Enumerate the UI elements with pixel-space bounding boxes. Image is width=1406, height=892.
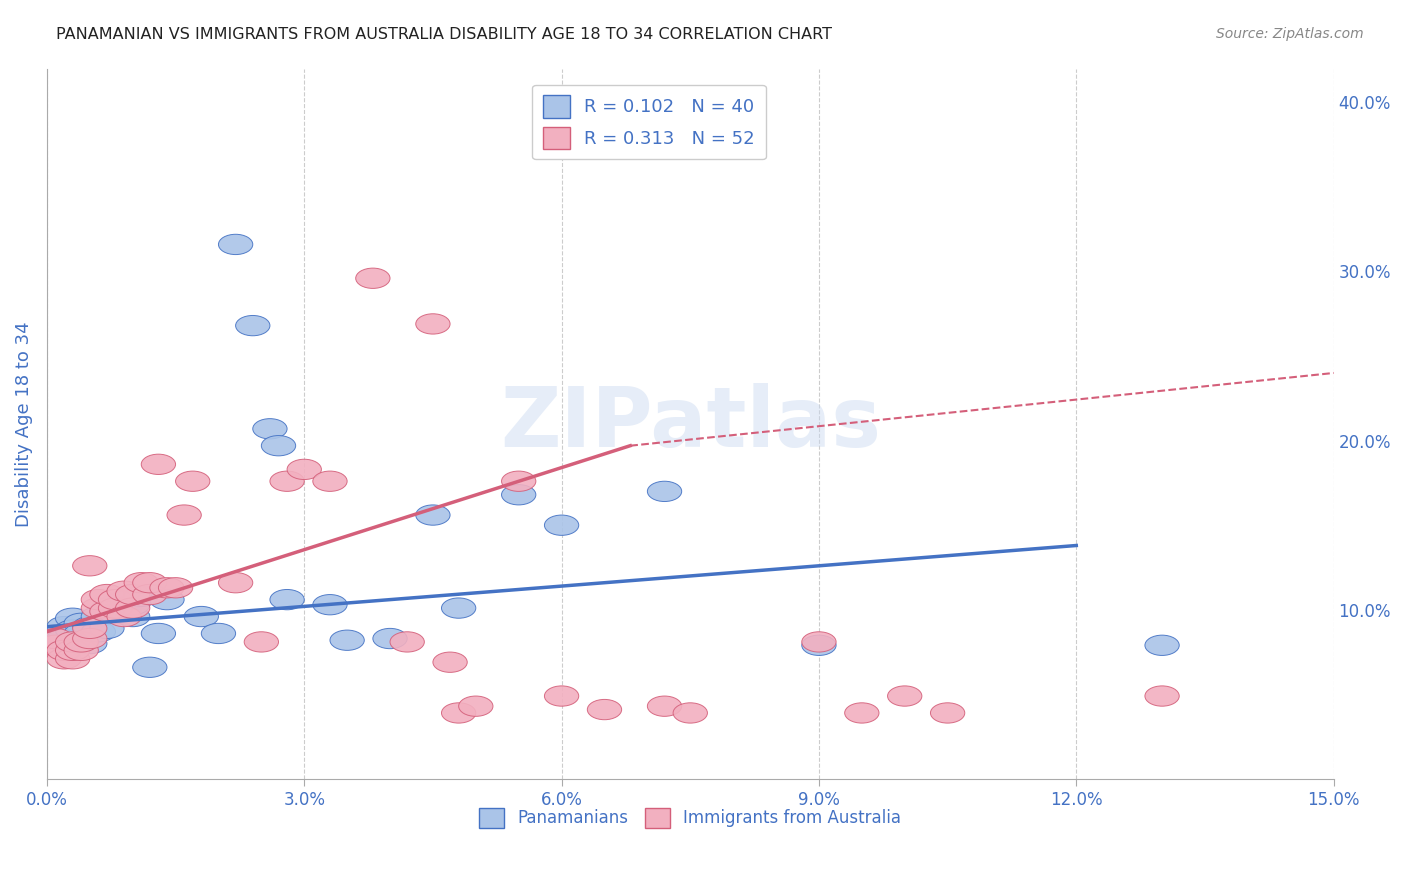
Ellipse shape [218, 235, 253, 254]
Ellipse shape [502, 471, 536, 491]
Ellipse shape [150, 578, 184, 598]
Ellipse shape [1144, 635, 1180, 656]
Ellipse shape [588, 699, 621, 720]
Ellipse shape [82, 622, 115, 642]
Ellipse shape [55, 620, 90, 640]
Ellipse shape [287, 459, 322, 480]
Ellipse shape [73, 628, 107, 648]
Ellipse shape [433, 652, 467, 673]
Ellipse shape [236, 316, 270, 335]
Ellipse shape [141, 624, 176, 644]
Ellipse shape [115, 584, 150, 605]
Ellipse shape [673, 703, 707, 723]
Ellipse shape [132, 584, 167, 605]
Ellipse shape [98, 590, 132, 610]
Ellipse shape [1144, 686, 1180, 706]
Ellipse shape [90, 599, 124, 620]
Ellipse shape [46, 616, 82, 637]
Ellipse shape [107, 599, 141, 620]
Legend: Panamanians, Immigrants from Australia: Panamanians, Immigrants from Australia [472, 801, 908, 835]
Ellipse shape [115, 598, 150, 618]
Ellipse shape [389, 632, 425, 652]
Ellipse shape [46, 628, 82, 648]
Ellipse shape [65, 624, 98, 644]
Ellipse shape [55, 640, 90, 660]
Ellipse shape [312, 595, 347, 615]
Ellipse shape [98, 603, 132, 624]
Ellipse shape [38, 635, 73, 656]
Ellipse shape [73, 616, 107, 637]
Ellipse shape [441, 703, 475, 723]
Ellipse shape [124, 573, 159, 593]
Ellipse shape [613, 116, 647, 136]
Ellipse shape [356, 268, 389, 288]
Ellipse shape [38, 628, 73, 648]
Ellipse shape [218, 573, 253, 593]
Ellipse shape [98, 598, 132, 618]
Ellipse shape [441, 598, 475, 618]
Ellipse shape [167, 505, 201, 525]
Ellipse shape [887, 686, 922, 706]
Ellipse shape [458, 696, 494, 716]
Ellipse shape [262, 435, 295, 456]
Ellipse shape [38, 625, 73, 645]
Ellipse shape [73, 633, 107, 654]
Ellipse shape [150, 590, 184, 610]
Ellipse shape [647, 696, 682, 716]
Ellipse shape [159, 578, 193, 598]
Ellipse shape [416, 314, 450, 334]
Y-axis label: Disability Age 18 to 34: Disability Age 18 to 34 [15, 321, 32, 526]
Ellipse shape [373, 628, 408, 648]
Ellipse shape [115, 607, 150, 627]
Ellipse shape [184, 607, 218, 627]
Ellipse shape [107, 607, 141, 627]
Ellipse shape [55, 608, 90, 628]
Ellipse shape [115, 595, 150, 615]
Text: PANAMANIAN VS IMMIGRANTS FROM AUSTRALIA DISABILITY AGE 18 TO 34 CORRELATION CHAR: PANAMANIAN VS IMMIGRANTS FROM AUSTRALIA … [56, 27, 832, 42]
Ellipse shape [65, 640, 98, 660]
Ellipse shape [132, 573, 167, 593]
Ellipse shape [330, 630, 364, 650]
Ellipse shape [55, 648, 90, 669]
Ellipse shape [176, 471, 209, 491]
Ellipse shape [73, 618, 107, 639]
Ellipse shape [845, 703, 879, 723]
Ellipse shape [107, 591, 141, 612]
Ellipse shape [132, 657, 167, 677]
Ellipse shape [46, 648, 82, 669]
Ellipse shape [270, 590, 304, 610]
Ellipse shape [647, 481, 682, 501]
Ellipse shape [544, 686, 579, 706]
Ellipse shape [141, 454, 176, 475]
Text: ZIPatlas: ZIPatlas [499, 384, 880, 464]
Text: Source: ZipAtlas.com: Source: ZipAtlas.com [1216, 27, 1364, 41]
Ellipse shape [90, 584, 124, 605]
Ellipse shape [270, 471, 304, 491]
Ellipse shape [90, 618, 124, 639]
Ellipse shape [82, 607, 115, 627]
Ellipse shape [416, 505, 450, 525]
Ellipse shape [124, 586, 159, 607]
Ellipse shape [98, 595, 132, 615]
Ellipse shape [82, 598, 115, 618]
Ellipse shape [82, 590, 115, 610]
Ellipse shape [201, 624, 236, 644]
Ellipse shape [65, 632, 98, 652]
Ellipse shape [544, 515, 579, 535]
Ellipse shape [931, 703, 965, 723]
Ellipse shape [55, 632, 90, 652]
Ellipse shape [253, 418, 287, 439]
Ellipse shape [65, 613, 98, 633]
Ellipse shape [90, 601, 124, 622]
Ellipse shape [46, 640, 82, 660]
Ellipse shape [801, 635, 837, 656]
Ellipse shape [107, 581, 141, 601]
Ellipse shape [801, 632, 837, 652]
Ellipse shape [312, 471, 347, 491]
Ellipse shape [502, 484, 536, 505]
Ellipse shape [245, 632, 278, 652]
Ellipse shape [73, 556, 107, 576]
